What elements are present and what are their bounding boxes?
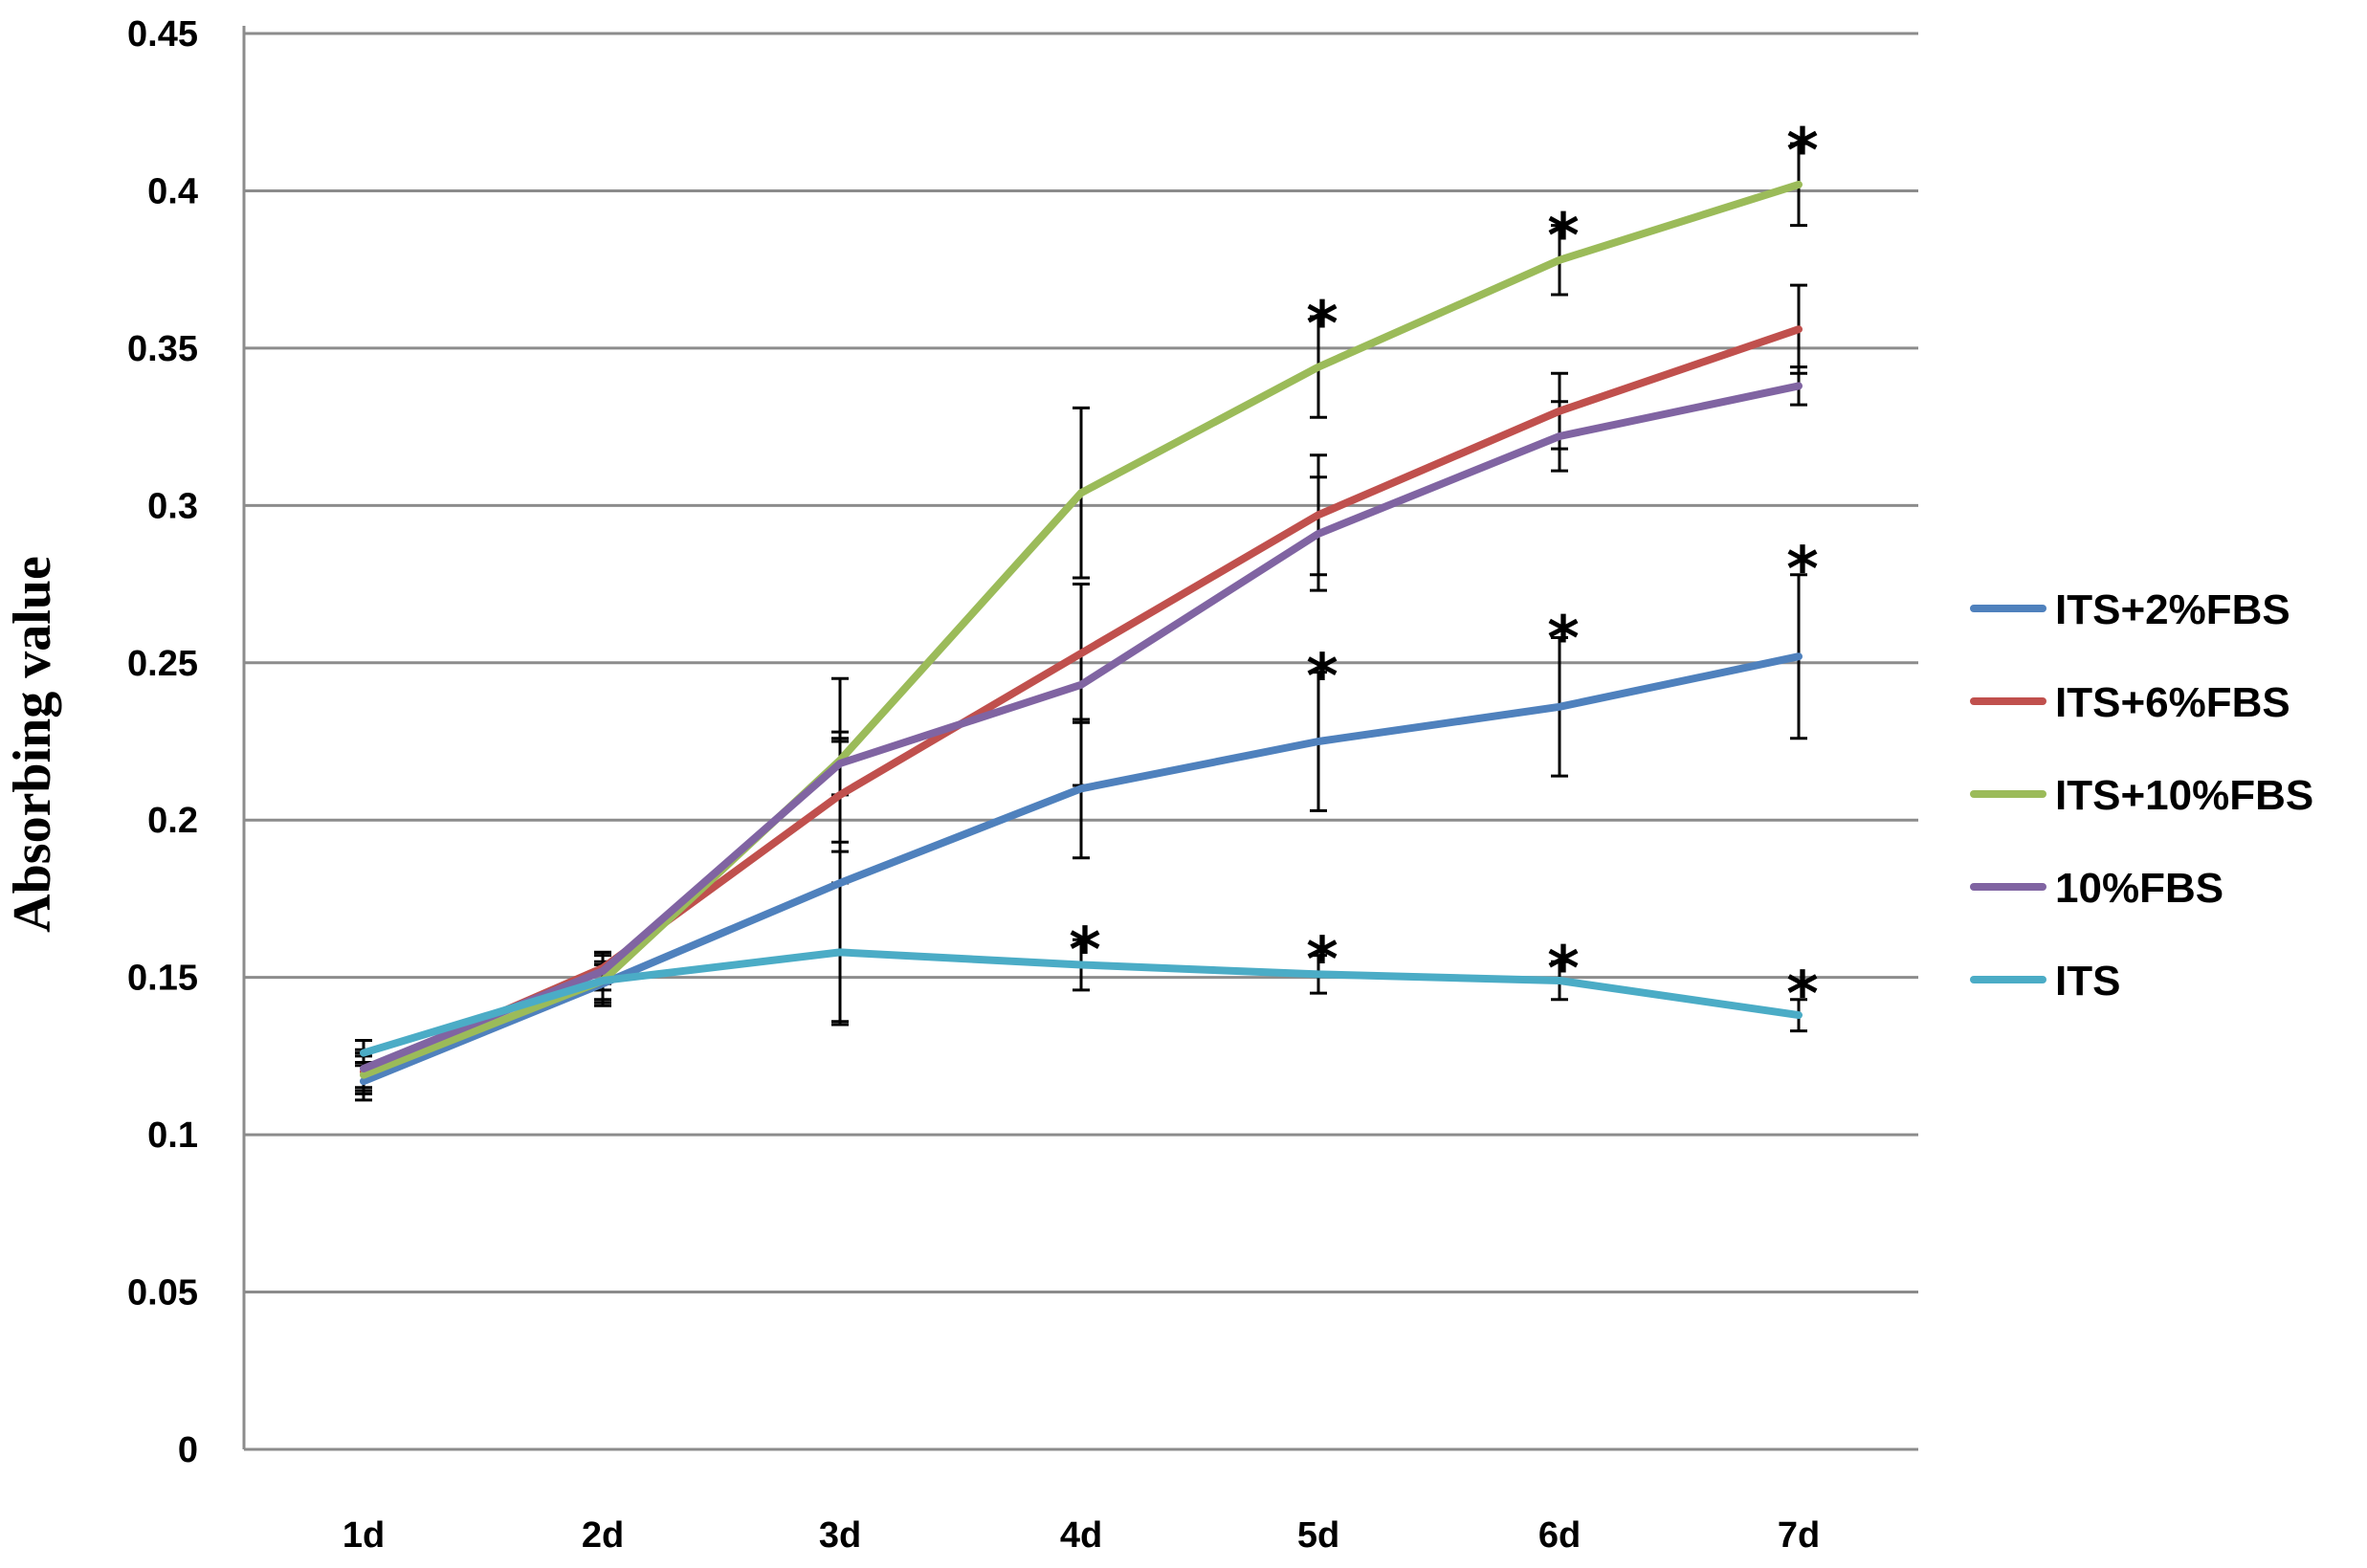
significance-star: * [1547,201,1579,272]
x-tick-label: 3d [819,1515,861,1556]
legend-label: 10%FBS [2055,865,2223,912]
significance-star: * [1786,535,1818,606]
y-tick-label: 0.3 [147,486,198,526]
significance-star: * [1306,289,1338,360]
significance-star: * [1306,642,1338,713]
x-tick-label: 2d [582,1515,624,1556]
significance-annotations: * * * * * * * * * * [1069,117,1818,1030]
significance-star: * [1069,916,1100,986]
y-tick-label: 0.4 [147,171,198,211]
y-tick-label: 0.25 [127,644,198,684]
significance-star: * [1547,604,1579,674]
x-tick-label: 6d [1538,1515,1581,1556]
y-axis-label: Absorbing value [3,556,62,933]
y-tick-label: 0.1 [147,1115,198,1156]
legend: ITS+2%FBS ITS+6%FBS ITS+10%FBS 10%FBS ITS [1970,586,2313,1005]
axes [242,26,1918,1451]
x-tick-label: 4d [1060,1515,1102,1556]
series-line [360,382,1803,1072]
y-tick-label: 0 [178,1430,198,1470]
x-tick-label: 7d [1778,1515,1820,1556]
series-lines [360,180,1803,1086]
y-tick-label: 0.05 [127,1273,198,1314]
y-tick-label: 0.45 [127,14,198,55]
significance-star: * [1786,960,1818,1030]
y-tick-labels: 0 0.05 0.1 0.15 0.2 0.25 0.3 0.35 0.4 0.45 [127,14,198,1470]
x-tick-label: 5d [1297,1515,1339,1556]
legend-label: ITS+2%FBS [2055,586,2290,633]
significance-star: * [1786,117,1818,188]
legend-label: ITS+6%FBS [2055,679,2290,726]
legend-label: ITS [2055,958,2120,1005]
y-tick-label: 0.2 [147,801,198,841]
x-tick-label: 1d [343,1515,385,1556]
legend-label: ITS+10%FBS [2055,772,2313,819]
x-tick-labels: 1d 2d 3d 4d 5d 6d 7d [343,1515,1820,1556]
series-line [360,948,1803,1057]
y-tick-label: 0.35 [127,329,198,369]
significance-star: * [1306,925,1338,996]
y-tick-label: 0.15 [127,959,198,999]
significance-star: * [1547,935,1579,1005]
